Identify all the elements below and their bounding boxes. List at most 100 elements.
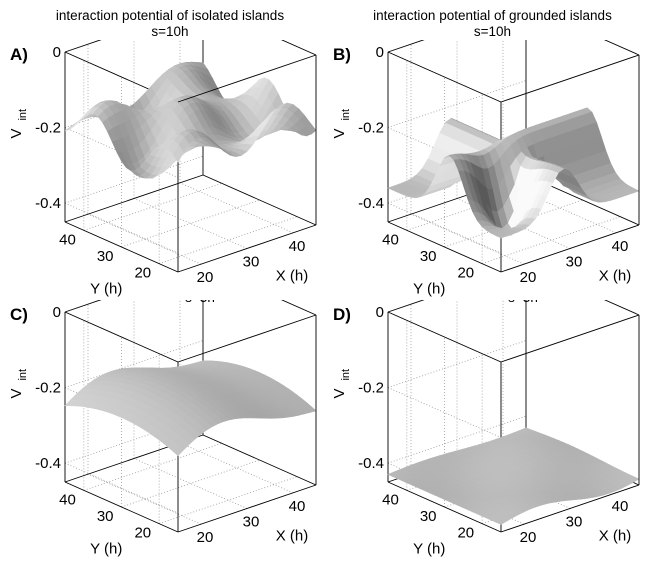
gridline <box>64 340 204 388</box>
box-edge <box>177 314 317 363</box>
y-tick-label: 30 <box>97 508 114 525</box>
z-axis-label-sub: int <box>340 369 352 381</box>
box-edge <box>64 311 179 363</box>
box-edge <box>387 311 502 363</box>
x-axis-label: X (h) <box>599 528 632 545</box>
z-axis-label-main: V <box>331 389 348 399</box>
z-tick-label: 0 <box>53 304 61 321</box>
box-edge <box>603 40 640 56</box>
box-edge <box>280 300 317 316</box>
panel-label: B) <box>333 45 351 64</box>
x-tick-label: 40 <box>612 498 629 515</box>
gridline <box>482 216 621 265</box>
surface-patch <box>627 476 640 483</box>
right-title-text: interaction potential of grounded island… <box>373 8 612 23</box>
gridline <box>387 387 502 438</box>
z-axis-label-main: V <box>8 129 25 139</box>
x-axis-label: X (h) <box>599 268 632 285</box>
y-tick-label: 40 <box>382 491 399 508</box>
gridline <box>159 216 298 265</box>
y-axis-label: Y (h) <box>90 540 122 557</box>
y-tick-label: 30 <box>97 248 114 265</box>
x-tick-label: 20 <box>520 529 537 546</box>
box-edge <box>177 224 317 273</box>
surface <box>64 360 317 457</box>
box-edge <box>280 40 317 56</box>
gridline <box>387 80 527 128</box>
x-tick-label: 40 <box>289 238 306 255</box>
z-axis-label-sub: int <box>17 369 29 381</box>
surface <box>387 427 640 525</box>
gridline <box>121 199 260 248</box>
x-tick-label: 20 <box>197 269 214 286</box>
box-edge <box>64 40 102 53</box>
z-axis-label-main: V <box>331 129 348 139</box>
panel-label: D) <box>333 305 351 324</box>
gridline <box>387 202 502 254</box>
z-tick-label: -0.4 <box>35 195 61 212</box>
box-edge <box>387 481 502 533</box>
left-title-text: interaction potential of isolated island… <box>55 8 285 23</box>
surface-patch <box>627 188 640 194</box>
z-tick-label: 0 <box>53 44 61 61</box>
gridline <box>179 182 294 234</box>
y-tick-label: 20 <box>134 265 151 282</box>
box-edge <box>202 174 317 226</box>
y-tick-label: 20 <box>134 525 151 542</box>
z-tick-label: -0.4 <box>358 455 384 472</box>
box-edge <box>500 224 640 273</box>
x-tick-label: 20 <box>197 529 214 546</box>
y-tick-label: 20 <box>457 525 474 542</box>
z-tick-label: 0 <box>376 44 384 61</box>
z-axis-label-sub: int <box>340 109 352 121</box>
x-tick-label: 30 <box>243 254 260 271</box>
y-tick-label: 20 <box>457 265 474 282</box>
x-tick-label: 30 <box>566 514 583 531</box>
z-tick-label: -0.2 <box>358 380 384 397</box>
y-tick-label: 40 <box>59 231 76 248</box>
right-title-s: s=10h <box>473 24 512 39</box>
y-tick-label: 40 <box>59 491 76 508</box>
x-tick-label: 40 <box>289 498 306 515</box>
x-tick-label: 20 <box>520 269 537 286</box>
surface <box>387 107 640 239</box>
y-tick-label: 30 <box>420 508 437 525</box>
z-tick-label: -0.4 <box>35 455 61 472</box>
z-axis-label-sub: int <box>17 109 29 121</box>
box-edge <box>64 221 179 273</box>
panel-subtitle: s=3h <box>185 300 215 305</box>
box-edge <box>603 300 640 316</box>
z-tick-label: -0.2 <box>358 120 384 137</box>
gridline <box>179 442 294 494</box>
gridline <box>387 340 527 388</box>
y-axis-label: Y (h) <box>413 540 445 557</box>
gridline <box>83 442 222 491</box>
box-edge <box>64 174 204 223</box>
gridline <box>64 155 204 204</box>
z-tick-label: -0.2 <box>35 120 61 137</box>
surface-patch <box>305 122 317 135</box>
gridline <box>121 459 260 508</box>
panel-label: C) <box>10 305 28 324</box>
y-axis-label: Y (h) <box>413 280 445 297</box>
x-tick-label: 30 <box>243 514 260 531</box>
y-axis-label: Y (h) <box>90 280 122 297</box>
box-edge <box>177 484 317 533</box>
y-tick-label: 30 <box>420 248 437 265</box>
x-axis-label: X (h) <box>276 268 309 285</box>
box-edge <box>387 40 425 53</box>
left-title-s: s=10h <box>151 24 189 39</box>
box-edge <box>177 54 317 103</box>
box-edge <box>64 481 179 533</box>
gridline <box>64 415 204 464</box>
z-axis-label-main: V <box>8 389 25 399</box>
